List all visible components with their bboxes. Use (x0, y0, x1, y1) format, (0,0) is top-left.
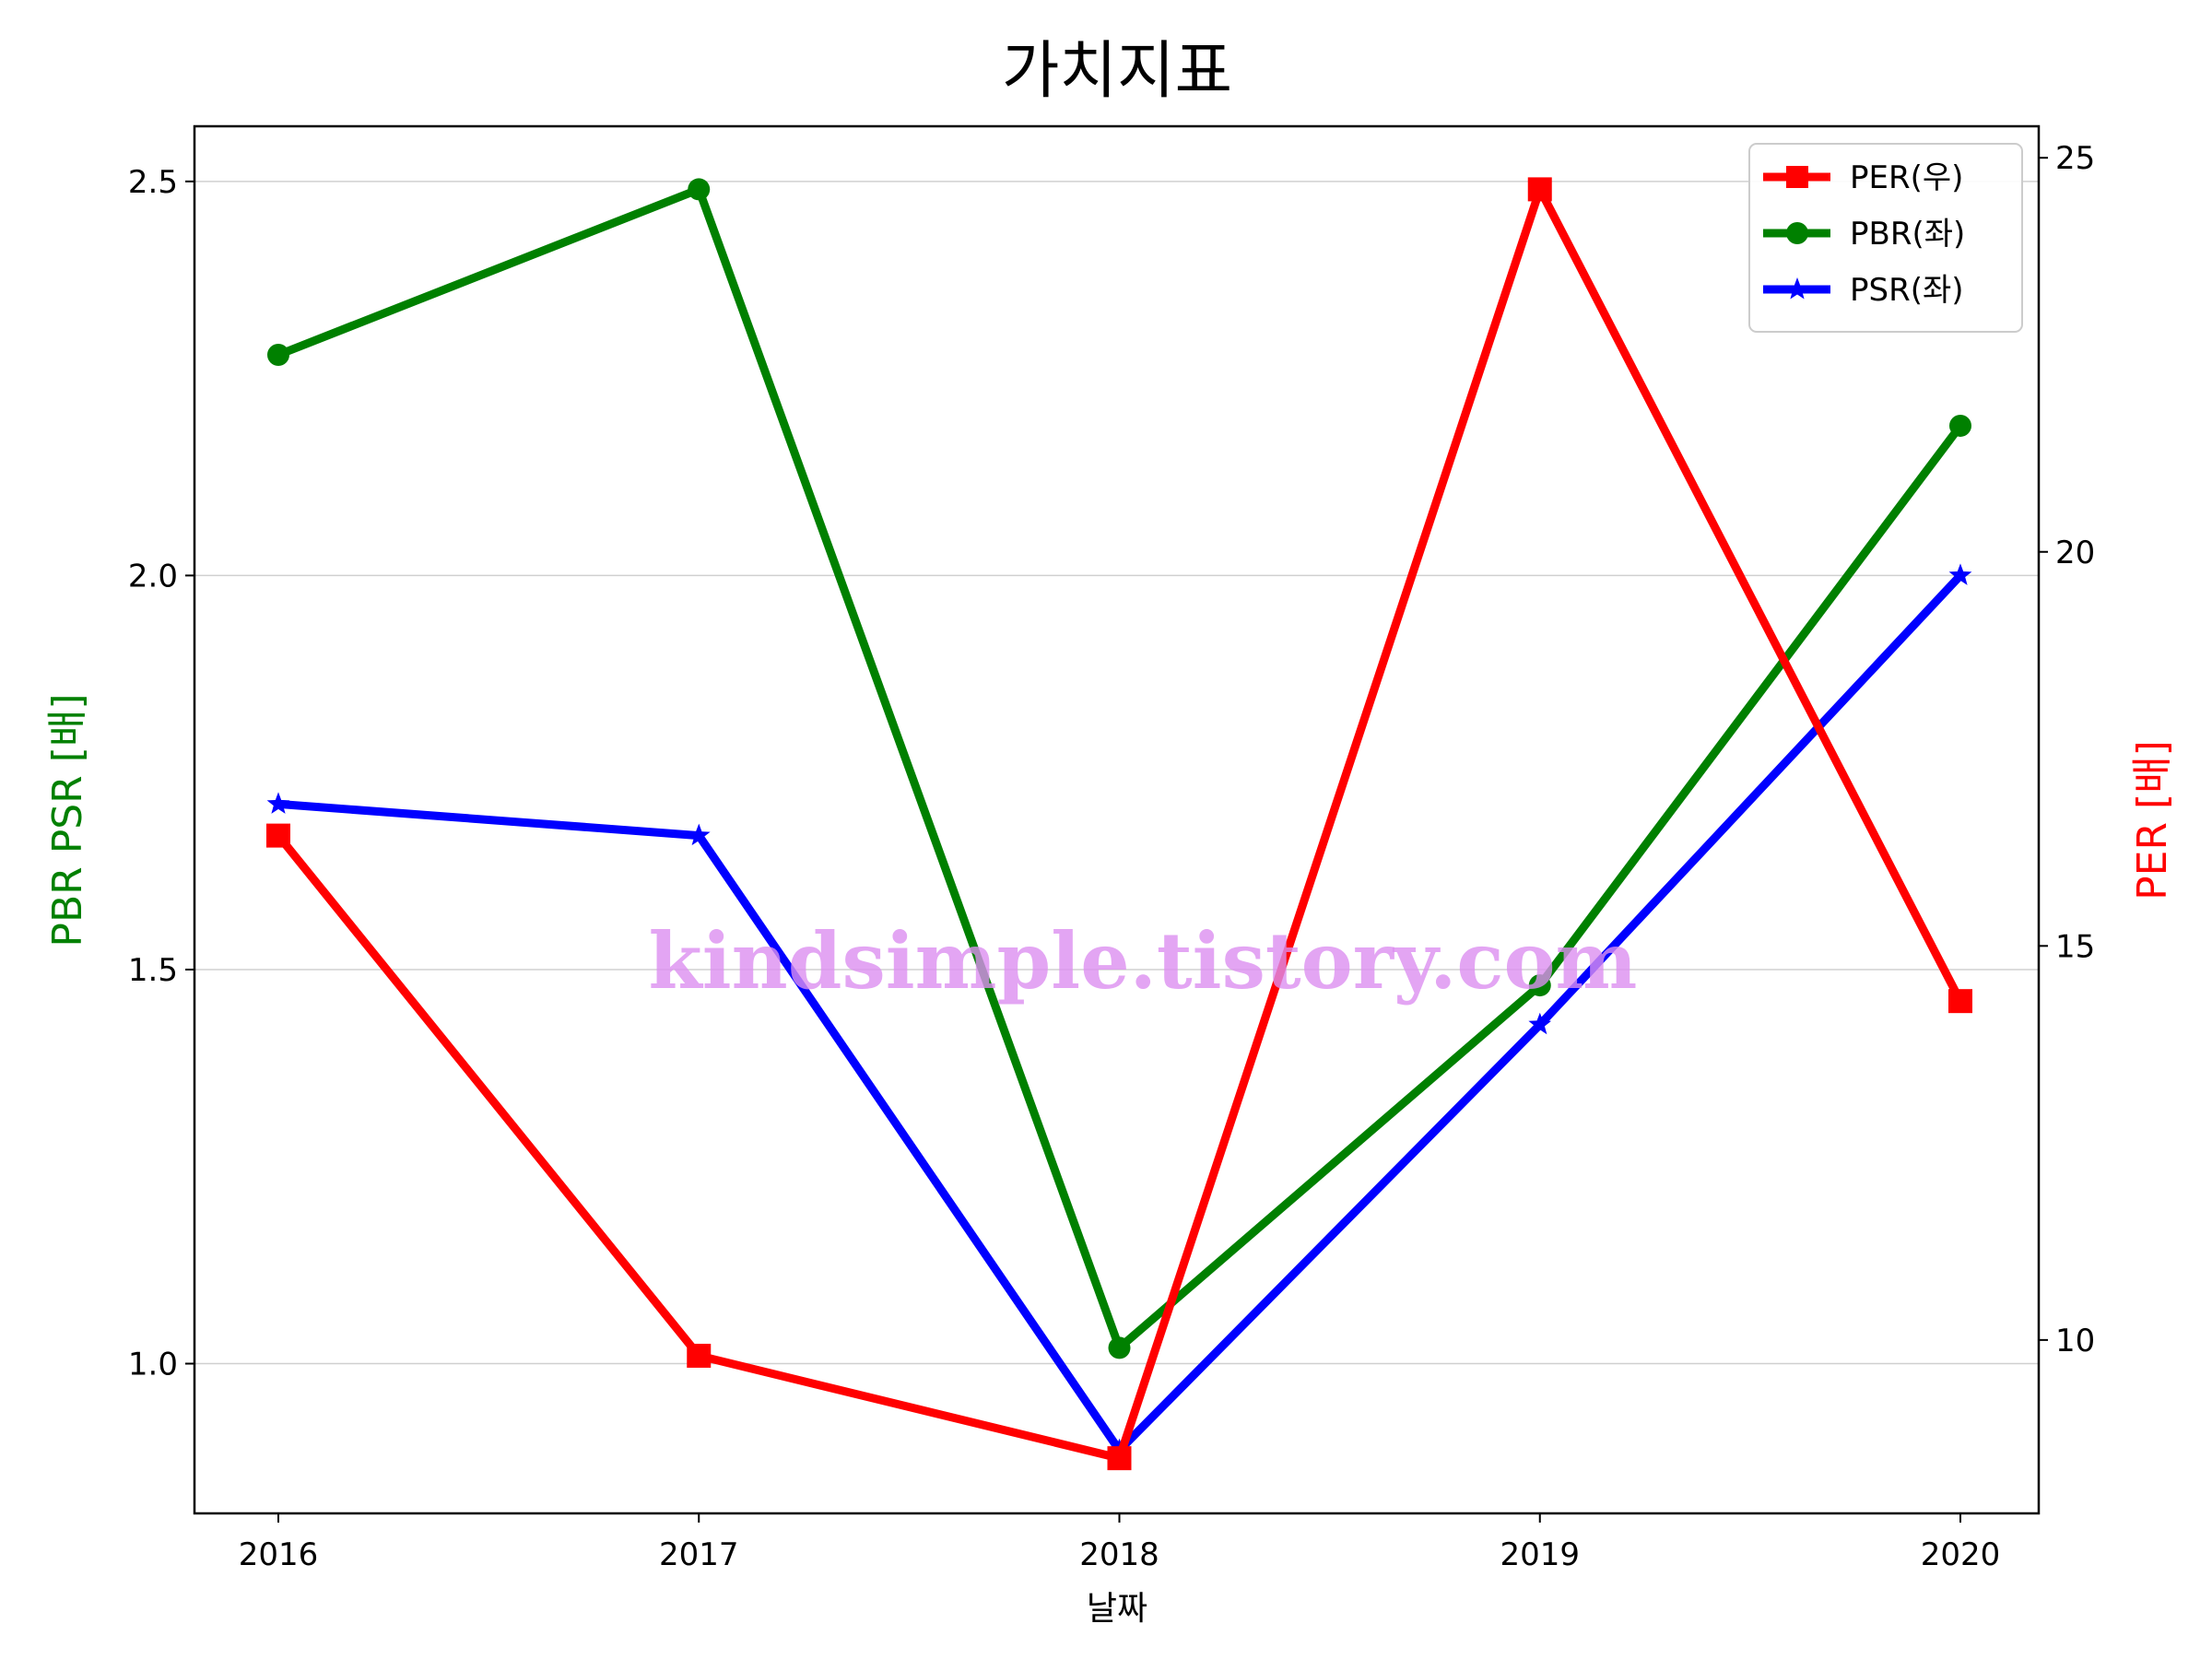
series-star (266, 563, 1972, 1461)
data-point (1528, 1012, 1552, 1035)
plot-frame (193, 124, 2041, 1515)
y-right-tick-label: 20 (2055, 535, 2095, 571)
legend-label: PBR(좌) (1850, 216, 1965, 253)
legend-label: PSR(좌) (1850, 272, 1964, 309)
x-tick-label: 2016 (239, 1536, 319, 1573)
axis-ticks: 1.0 1.5 2.0 2.5 10 15 20 25 2016 2017 2018 2019 2020 (128, 140, 2095, 1573)
legend-label: PER(우) (1850, 159, 1963, 196)
y-right-tick-label: 25 (2055, 140, 2095, 177)
y-left-tick-label: 2.0 (128, 558, 178, 594)
data-point (1527, 177, 1552, 202)
grid-lines (194, 181, 2039, 1365)
series-line (274, 184, 1965, 1352)
y-axis-label-left: PBR PSR [배] (44, 693, 91, 947)
data-point (1948, 989, 1972, 1014)
data-point (1107, 1446, 1132, 1471)
legend-marker (1786, 222, 1808, 244)
y-right-tick-label: 15 (2055, 928, 2095, 965)
series-line (274, 571, 1965, 1455)
data-point (1949, 414, 1971, 437)
x-tick-label: 2019 (1500, 1536, 1580, 1573)
data-point (688, 178, 711, 201)
legend-box (1748, 143, 2023, 333)
legend: PER(우) PBR(좌) PSR(좌) (1748, 143, 2023, 333)
y-left-tick-label: 2.5 (128, 164, 178, 201)
x-tick-label: 2017 (659, 1536, 739, 1573)
watermark: kindsimple.tistory.com (649, 915, 1638, 1006)
data-point (267, 343, 289, 366)
data-point (266, 823, 290, 848)
chart-title: 가치지표 (1002, 35, 1232, 108)
series-circle (267, 178, 1971, 1359)
series-layer (266, 177, 1972, 1471)
legend-marker (1785, 277, 1809, 300)
series-square (266, 177, 1972, 1471)
y-right-tick-label: 10 (2055, 1323, 2095, 1359)
data-point (1948, 563, 1972, 585)
y-left-tick-label: 1.5 (128, 952, 178, 989)
x-axis-label: 날짜 (1087, 1590, 1147, 1628)
data-point (1108, 1336, 1131, 1359)
data-point (266, 792, 290, 814)
y-axis-label-right: PER [배] (2129, 740, 2176, 900)
data-point (687, 823, 711, 846)
data-point (687, 1343, 712, 1368)
y-left-tick-label: 1.0 (128, 1347, 178, 1383)
legend-marker (1786, 166, 1808, 188)
x-tick-label: 2020 (1921, 1536, 2001, 1573)
x-tick-label: 2018 (1079, 1536, 1159, 1573)
data-point (1528, 974, 1551, 997)
